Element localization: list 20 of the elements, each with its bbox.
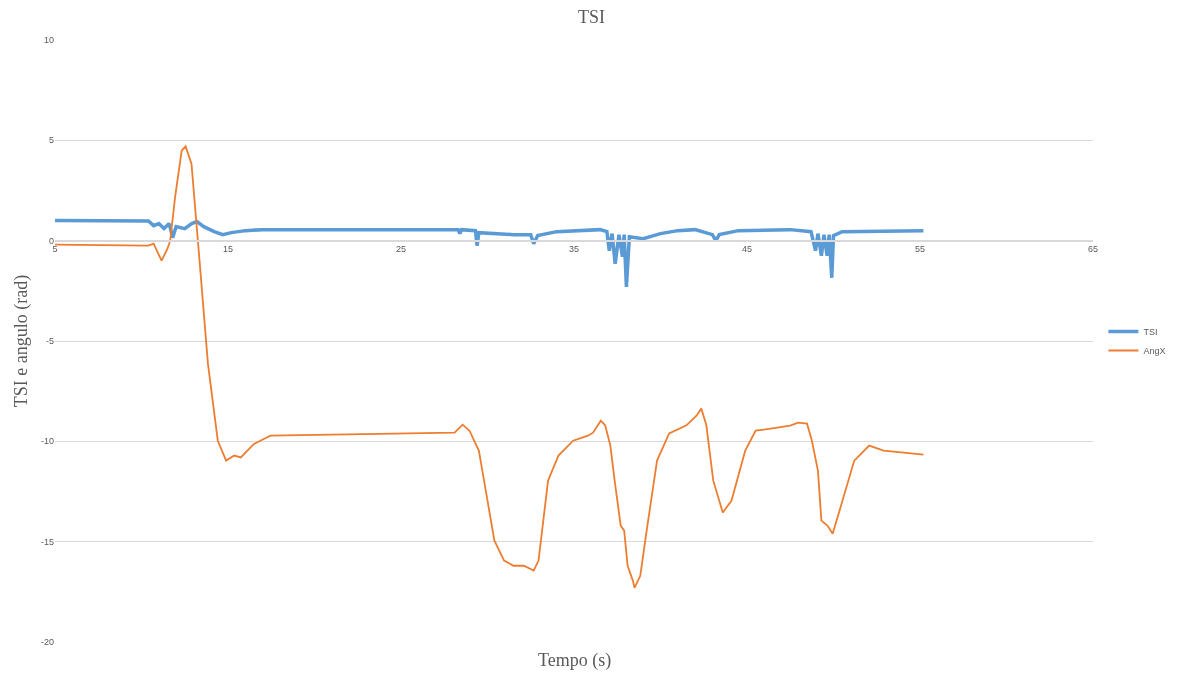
x-tick-label: 35	[568, 244, 580, 255]
y-tick-label: 10	[43, 35, 54, 46]
x-tick-label: 55	[914, 244, 926, 255]
x-tick-label: 65	[1087, 244, 1099, 255]
chart-title: TSI	[578, 6, 606, 27]
y-tick-label: -10	[40, 436, 54, 447]
y-tick-label: -20	[40, 637, 54, 648]
legend-label: AngX	[1143, 346, 1166, 357]
x-tick-label: 25	[395, 244, 407, 255]
y-tick-label: 0	[48, 235, 54, 246]
legend-label: TSI	[1143, 327, 1158, 338]
y-tick-label: -5	[45, 336, 54, 347]
line-series	[55, 145, 925, 589]
y-axis-title: TSI e angulo (rad)	[11, 274, 33, 408]
x-axis-title: Tempo (s)	[538, 650, 612, 671]
x-tick-label: 15	[222, 244, 234, 255]
line-series	[55, 218, 926, 289]
y-tick-label: 5	[48, 135, 54, 146]
x-tick-label: 45	[741, 244, 753, 255]
y-tick-label: -15	[40, 536, 54, 547]
